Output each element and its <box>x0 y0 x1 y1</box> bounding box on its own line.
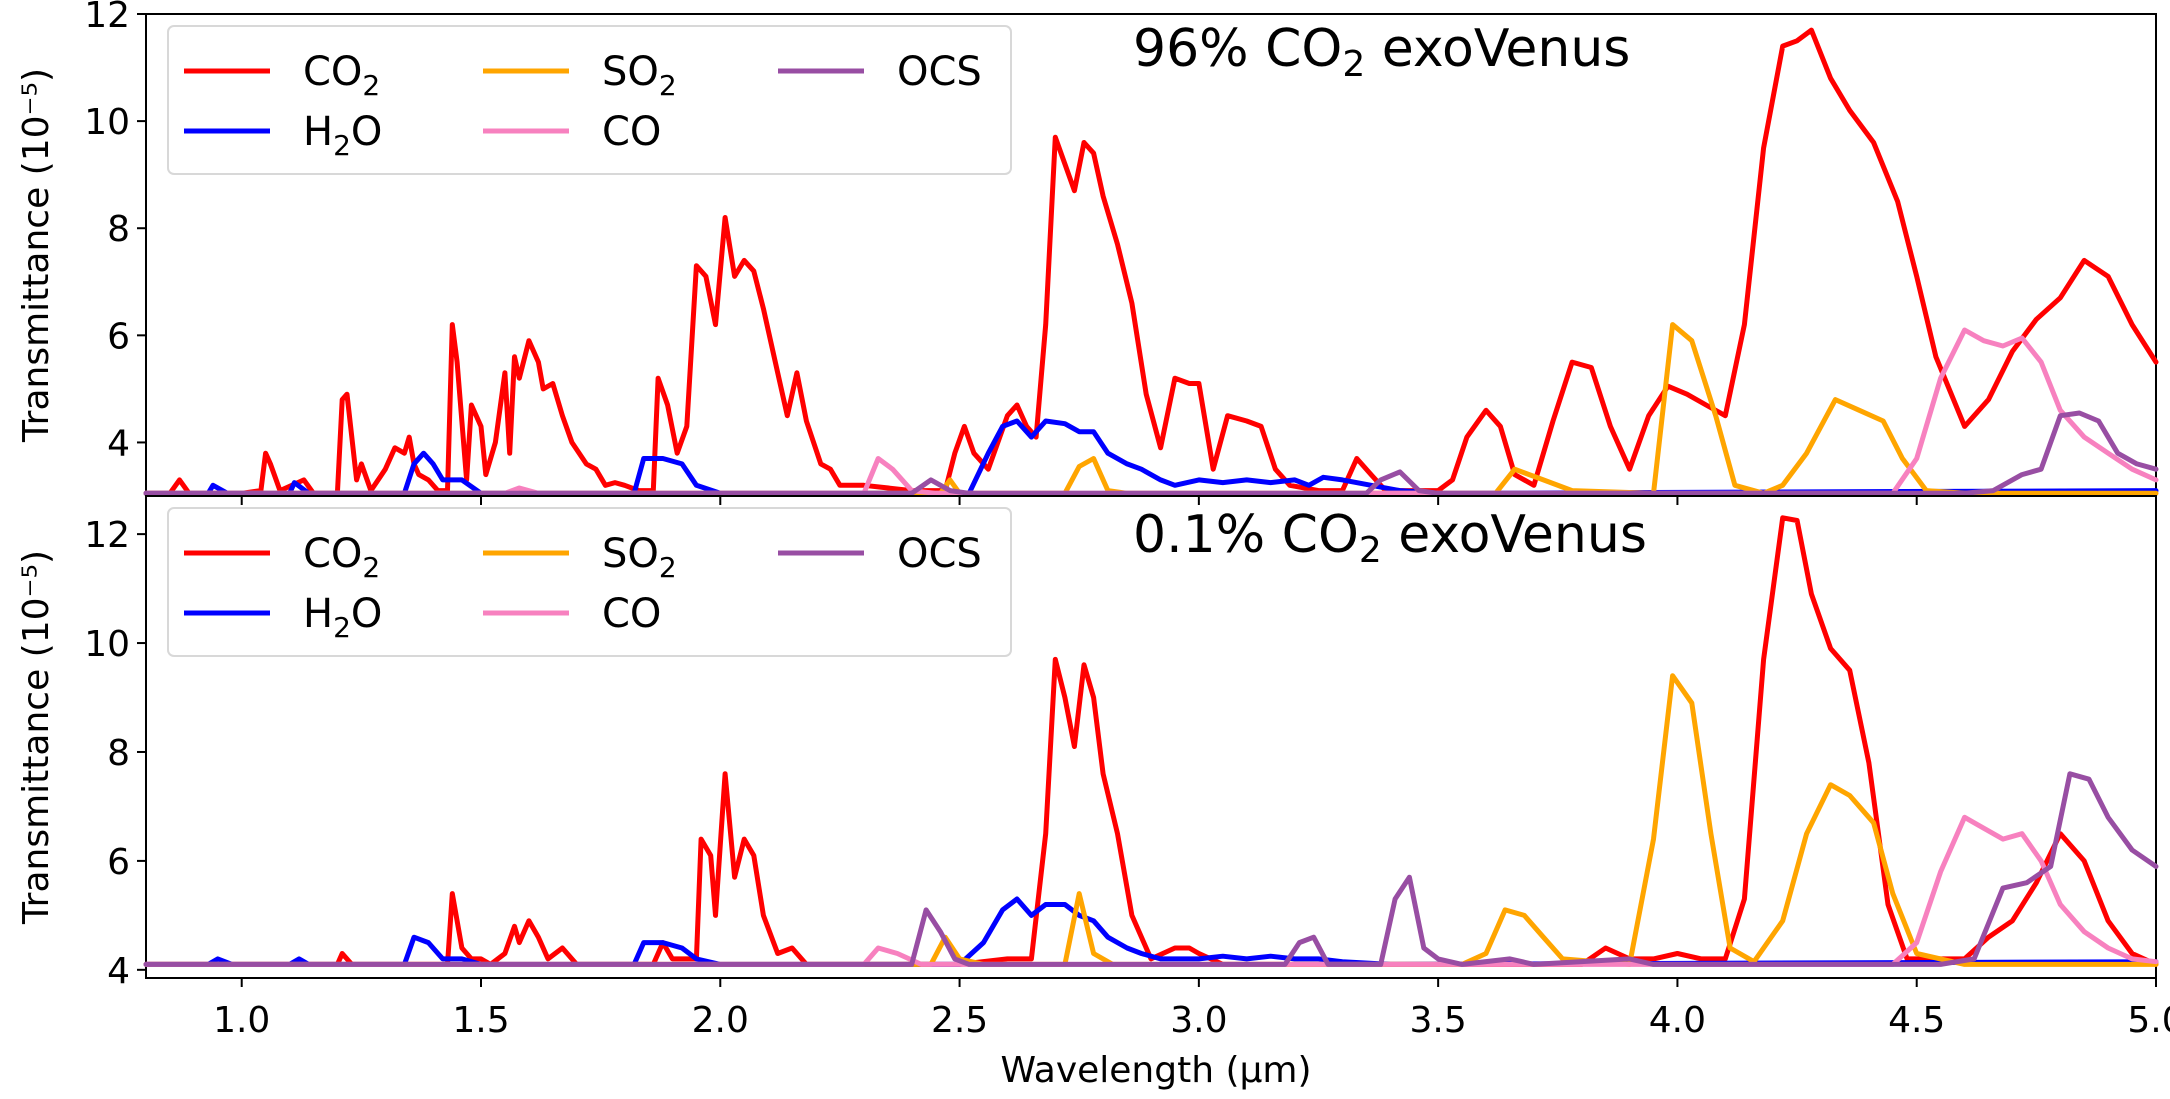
panel-top-series-ho-line <box>143 418 2159 496</box>
x-tick-label-2: 2.0 <box>692 1000 749 1041</box>
panel-bottom-legend-label-0: CO2​ <box>303 531 380 584</box>
panel-top-ytick-label-2: 8 <box>107 209 130 250</box>
panel-top-ytick-label-4: 12 <box>84 0 130 36</box>
panel-bottom-legend-label-3: CO <box>602 591 661 637</box>
panel-top-ylabel: Transmittance (10⁻⁵) <box>16 68 57 443</box>
panel-top-legend-frame <box>167 25 1012 175</box>
panel-bottom-legend-frame <box>167 507 1012 657</box>
panel-bottom-legend-label-4: OCS <box>897 531 982 577</box>
panel-bottom-ytick-label-0: 4 <box>107 951 130 992</box>
panel-bottom-series-ocs-line <box>143 771 2159 967</box>
panel-top-legend-label-1: H2​O <box>303 109 382 162</box>
panel-bottom-legend-label-1: H2​O <box>303 591 382 644</box>
panel-top: 4 6 8 10 12 96% CO2​ exoVenus Transmittance … <box>16 0 2159 497</box>
panel-bottom-frame <box>145 495 2157 979</box>
x-tick-label-8: 5.0 <box>2127 1000 2170 1041</box>
panel-bottom-title: 0.1% CO2​ exoVenus <box>1133 505 1647 571</box>
x-tick-label-6: 4.0 <box>1649 1000 1706 1041</box>
x-tick-label-7: 4.5 <box>1888 1000 1945 1041</box>
x-axis-ticks: 1.0 1.5 2.0 2.5 3.0 3.5 4.0 4.5 5.0 <box>213 496 2170 1041</box>
x-axis-label: Wavelength (μm) <box>1000 1050 1311 1091</box>
panel-bottom-series-co-line <box>143 515 2159 967</box>
x-tick-label-4: 3.0 <box>1170 1000 1227 1041</box>
panel-top-legend-label-2: SO2​ <box>602 49 677 102</box>
x-tick-label-3: 2.5 <box>931 1000 988 1041</box>
panel-top-legend-label-3: CO <box>602 109 661 155</box>
panel-top-ytick-label-1: 6 <box>107 316 130 357</box>
panel-bottom-legend: CO2​ H2​O SO2​ CO OCS <box>167 507 1012 657</box>
panel-top-legend-label-4: OCS <box>897 49 982 95</box>
panel-bottom-ytick-label-2: 8 <box>107 733 130 774</box>
panel-top-legend: CO2​ H2​O SO2​ CO OCS <box>167 25 1012 175</box>
panel-bottom-series <box>143 515 2159 967</box>
panel-bottom-ytick-label-3: 10 <box>84 624 130 665</box>
panel-top-title: 96% CO2​ exoVenus <box>1133 19 1630 85</box>
panel-bottom-ytick-label-4: 12 <box>84 515 130 556</box>
panel-top-ytick-label-3: 10 <box>84 102 130 143</box>
panel-top-series-ocs-line <box>143 410 2159 496</box>
x-tick-label-1: 1.5 <box>452 1000 509 1041</box>
panel-bottom-ylabel: Transmittance (10⁻⁵) <box>16 550 57 925</box>
panel-top-series <box>143 27 2159 496</box>
x-tick-label-5: 3.5 <box>1410 1000 1467 1041</box>
panel-bottom-legend-label-2: SO2​ <box>602 531 677 584</box>
panel-bottom: 4 6 8 10 12 0.1% CO2​ exoVenus Transmittance… <box>16 495 2159 992</box>
panel-top-series-co-line <box>143 27 2159 496</box>
panel-top-ytick-label-0: 4 <box>107 423 130 464</box>
x-tick-label-0: 1.0 <box>213 1000 270 1041</box>
panel-bottom-series-co-line <box>143 814 2159 967</box>
panel-top-series-so-line <box>143 322 2159 496</box>
panel-top-y-ticks: 4 6 8 10 12 <box>84 0 146 464</box>
panel-bottom-y-ticks: 4 6 8 10 12 <box>84 515 146 992</box>
panel-top-legend-label-0: CO2​ <box>303 49 380 102</box>
panel-bottom-series-so-line <box>143 673 2159 967</box>
panel-bottom-ytick-label-1: 6 <box>107 842 130 883</box>
